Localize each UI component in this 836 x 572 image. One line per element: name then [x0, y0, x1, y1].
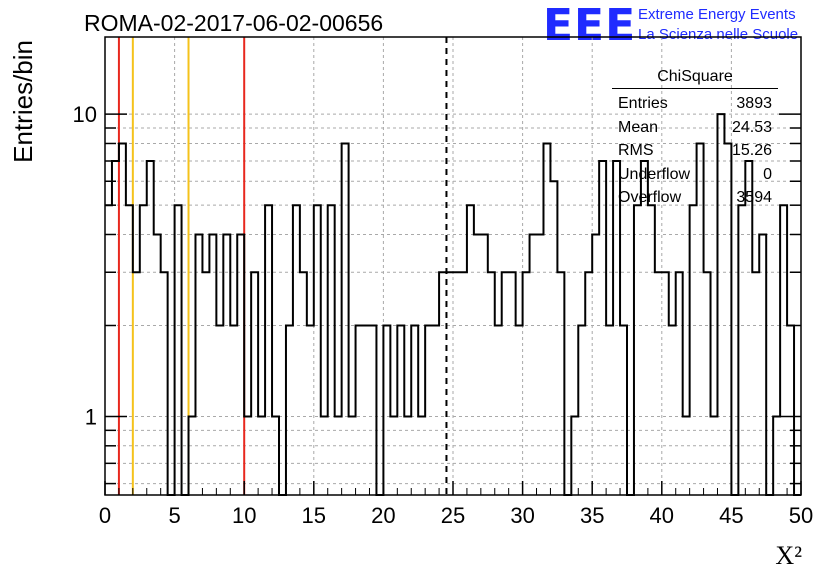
page-title: ROMA-02-2017-06-02-00656 — [84, 10, 384, 36]
stat-row-overflow: Overflow 3594 — [612, 186, 778, 210]
x-tick-label: 0 — [99, 503, 111, 528]
stat-label: RMS — [618, 142, 654, 159]
y-tick-label: 1 — [85, 405, 97, 430]
histogram-series — [105, 113, 801, 496]
x-tick-label: 10 — [232, 503, 256, 528]
x-tick-label: 35 — [580, 503, 604, 528]
stats-title: ChiSquare — [612, 68, 778, 89]
logo-text-line2: La Scienza nelle Scuole — [638, 26, 799, 43]
x-tick-label: 50 — [789, 503, 813, 528]
stat-value: 3893 — [736, 95, 772, 112]
stat-label: Mean — [618, 118, 659, 136]
stat-row-entries: Entries 3893 — [612, 92, 778, 116]
logo-mark: EEE — [543, 0, 637, 51]
stat-row-rms: RMS 15.26 — [612, 139, 778, 163]
x-tick-label: 30 — [510, 503, 534, 528]
logo-text-line1: Extreme Energy Events — [638, 6, 796, 23]
x-tick-label: 5 — [168, 503, 180, 528]
stat-value: 24.53 — [731, 118, 772, 136]
stat-row-mean: Mean 24.53 — [612, 116, 778, 140]
x-tick-label: 40 — [650, 503, 674, 528]
x-tick-label: 45 — [719, 503, 743, 528]
x-tick-label: 15 — [302, 503, 326, 528]
axes: 0 5 10 15 20 25 30 35 40 45 50 1 10 — [73, 36, 813, 528]
stat-row-underflow: Underflow 0 — [612, 163, 778, 187]
stats-box: ChiSquare Entries 3893 Mean 24.53 RMS 15… — [612, 68, 778, 210]
stat-value: 0 — [763, 165, 772, 183]
x-tick-label: 25 — [441, 503, 465, 528]
y-tick-label: 10 — [73, 102, 97, 127]
stat-label: Underflow — [618, 165, 691, 183]
x-axis-title: X² — [775, 541, 802, 570]
stat-label: Entries — [618, 95, 668, 112]
stat-value: 15.26 — [731, 142, 772, 159]
stat-label: Overflow — [618, 189, 682, 206]
y-axis-title: Entries/bin — [8, 40, 38, 163]
x-tick-label: 20 — [371, 503, 395, 528]
stat-value: 3594 — [736, 189, 772, 206]
